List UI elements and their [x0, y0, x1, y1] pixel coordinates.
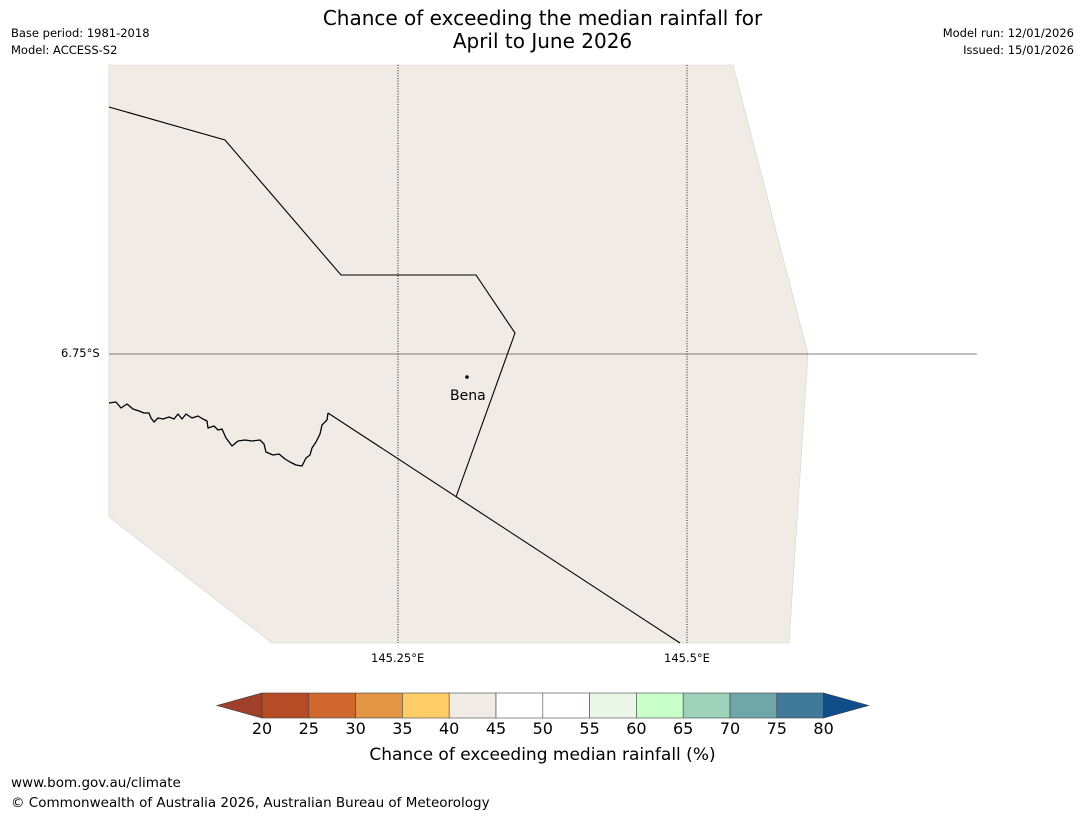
- colorbar-segment-45-50: [495, 692, 544, 719]
- colorbar-title: Chance of exceeding median rainfall (%): [369, 745, 716, 765]
- model-run-text: Model run: 12/01/2026: [942, 26, 1074, 40]
- colorbar-tick-label: 20: [251, 719, 273, 738]
- meta-right: Model run: 12/01/2026 Issued: 15/01/2026: [943, 25, 1074, 59]
- colorbar-segment-40-45: [448, 692, 497, 719]
- lat-label-6-75s: 6.75°S: [61, 346, 100, 360]
- colorbar-tick-label: 45: [485, 719, 507, 738]
- colorbar-tick-label: 55: [579, 719, 600, 738]
- colorbar-tick-label: 65: [673, 719, 694, 738]
- colorbar-segment-65-70: [682, 692, 731, 719]
- colorbar: [215, 692, 870, 719]
- lon-label-145-25e: 145.25°E: [371, 651, 425, 665]
- lon-label-145-5e: 145.5°E: [664, 651, 710, 665]
- colorbar-tick-label: 35: [392, 719, 413, 738]
- colorbar-tick-label: 40: [439, 719, 460, 738]
- colorbar-segment-60-65: [636, 692, 684, 719]
- place-label-bena: Bena: [450, 388, 486, 404]
- title-line-1: Chance of exceeding the median rainfall …: [322, 6, 763, 30]
- colorbar-tick-label: 60: [626, 719, 647, 738]
- colorbar-extend-low: [215, 692, 263, 719]
- colorbar-tick-label: 25: [298, 719, 319, 738]
- colorbar-segment-70-75: [729, 692, 778, 719]
- colorbar-tick-label: 80: [813, 719, 834, 738]
- footer-copyright: © Commonwealth of Australia 2026, Austra…: [11, 795, 490, 811]
- footer-url: www.bom.gov.au/climate: [11, 775, 181, 791]
- colorbar-tick-label: 75: [766, 719, 787, 738]
- model-text: Model: ACCESS-S2: [11, 43, 118, 57]
- colorbar-segment-20-25: [261, 692, 310, 719]
- colorbar-tick-label: 50: [532, 719, 553, 738]
- base-period-text: Base period: 1981-2018: [11, 26, 150, 40]
- map-title: Chance of exceeding the median rainfall …: [0, 7, 1085, 53]
- colorbar-extend-high: [823, 692, 870, 719]
- colorbar-tick-label: 70: [719, 719, 741, 738]
- river-line: [108, 401, 329, 467]
- colorbar-segment-75-80: [776, 692, 824, 719]
- colorbar-segment-35-40: [402, 692, 450, 719]
- title-line-2: April to June 2026: [452, 29, 633, 53]
- colorbar-segment-30-35: [355, 692, 403, 719]
- colorbar-segment-25-30: [308, 692, 356, 719]
- colorbar-segment-55-60: [589, 692, 637, 719]
- colorbar-tick-label: 30: [345, 719, 366, 738]
- meta-left: Base period: 1981-2018 Model: ACCESS-S2: [11, 25, 150, 59]
- colorbar-segment-50-55: [542, 692, 590, 719]
- issued-text: Issued: 15/01/2026: [963, 43, 1074, 57]
- region-border-north: [108, 106, 516, 498]
- region-border-south: [327, 412, 681, 644]
- town-marker-bena: [465, 375, 469, 379]
